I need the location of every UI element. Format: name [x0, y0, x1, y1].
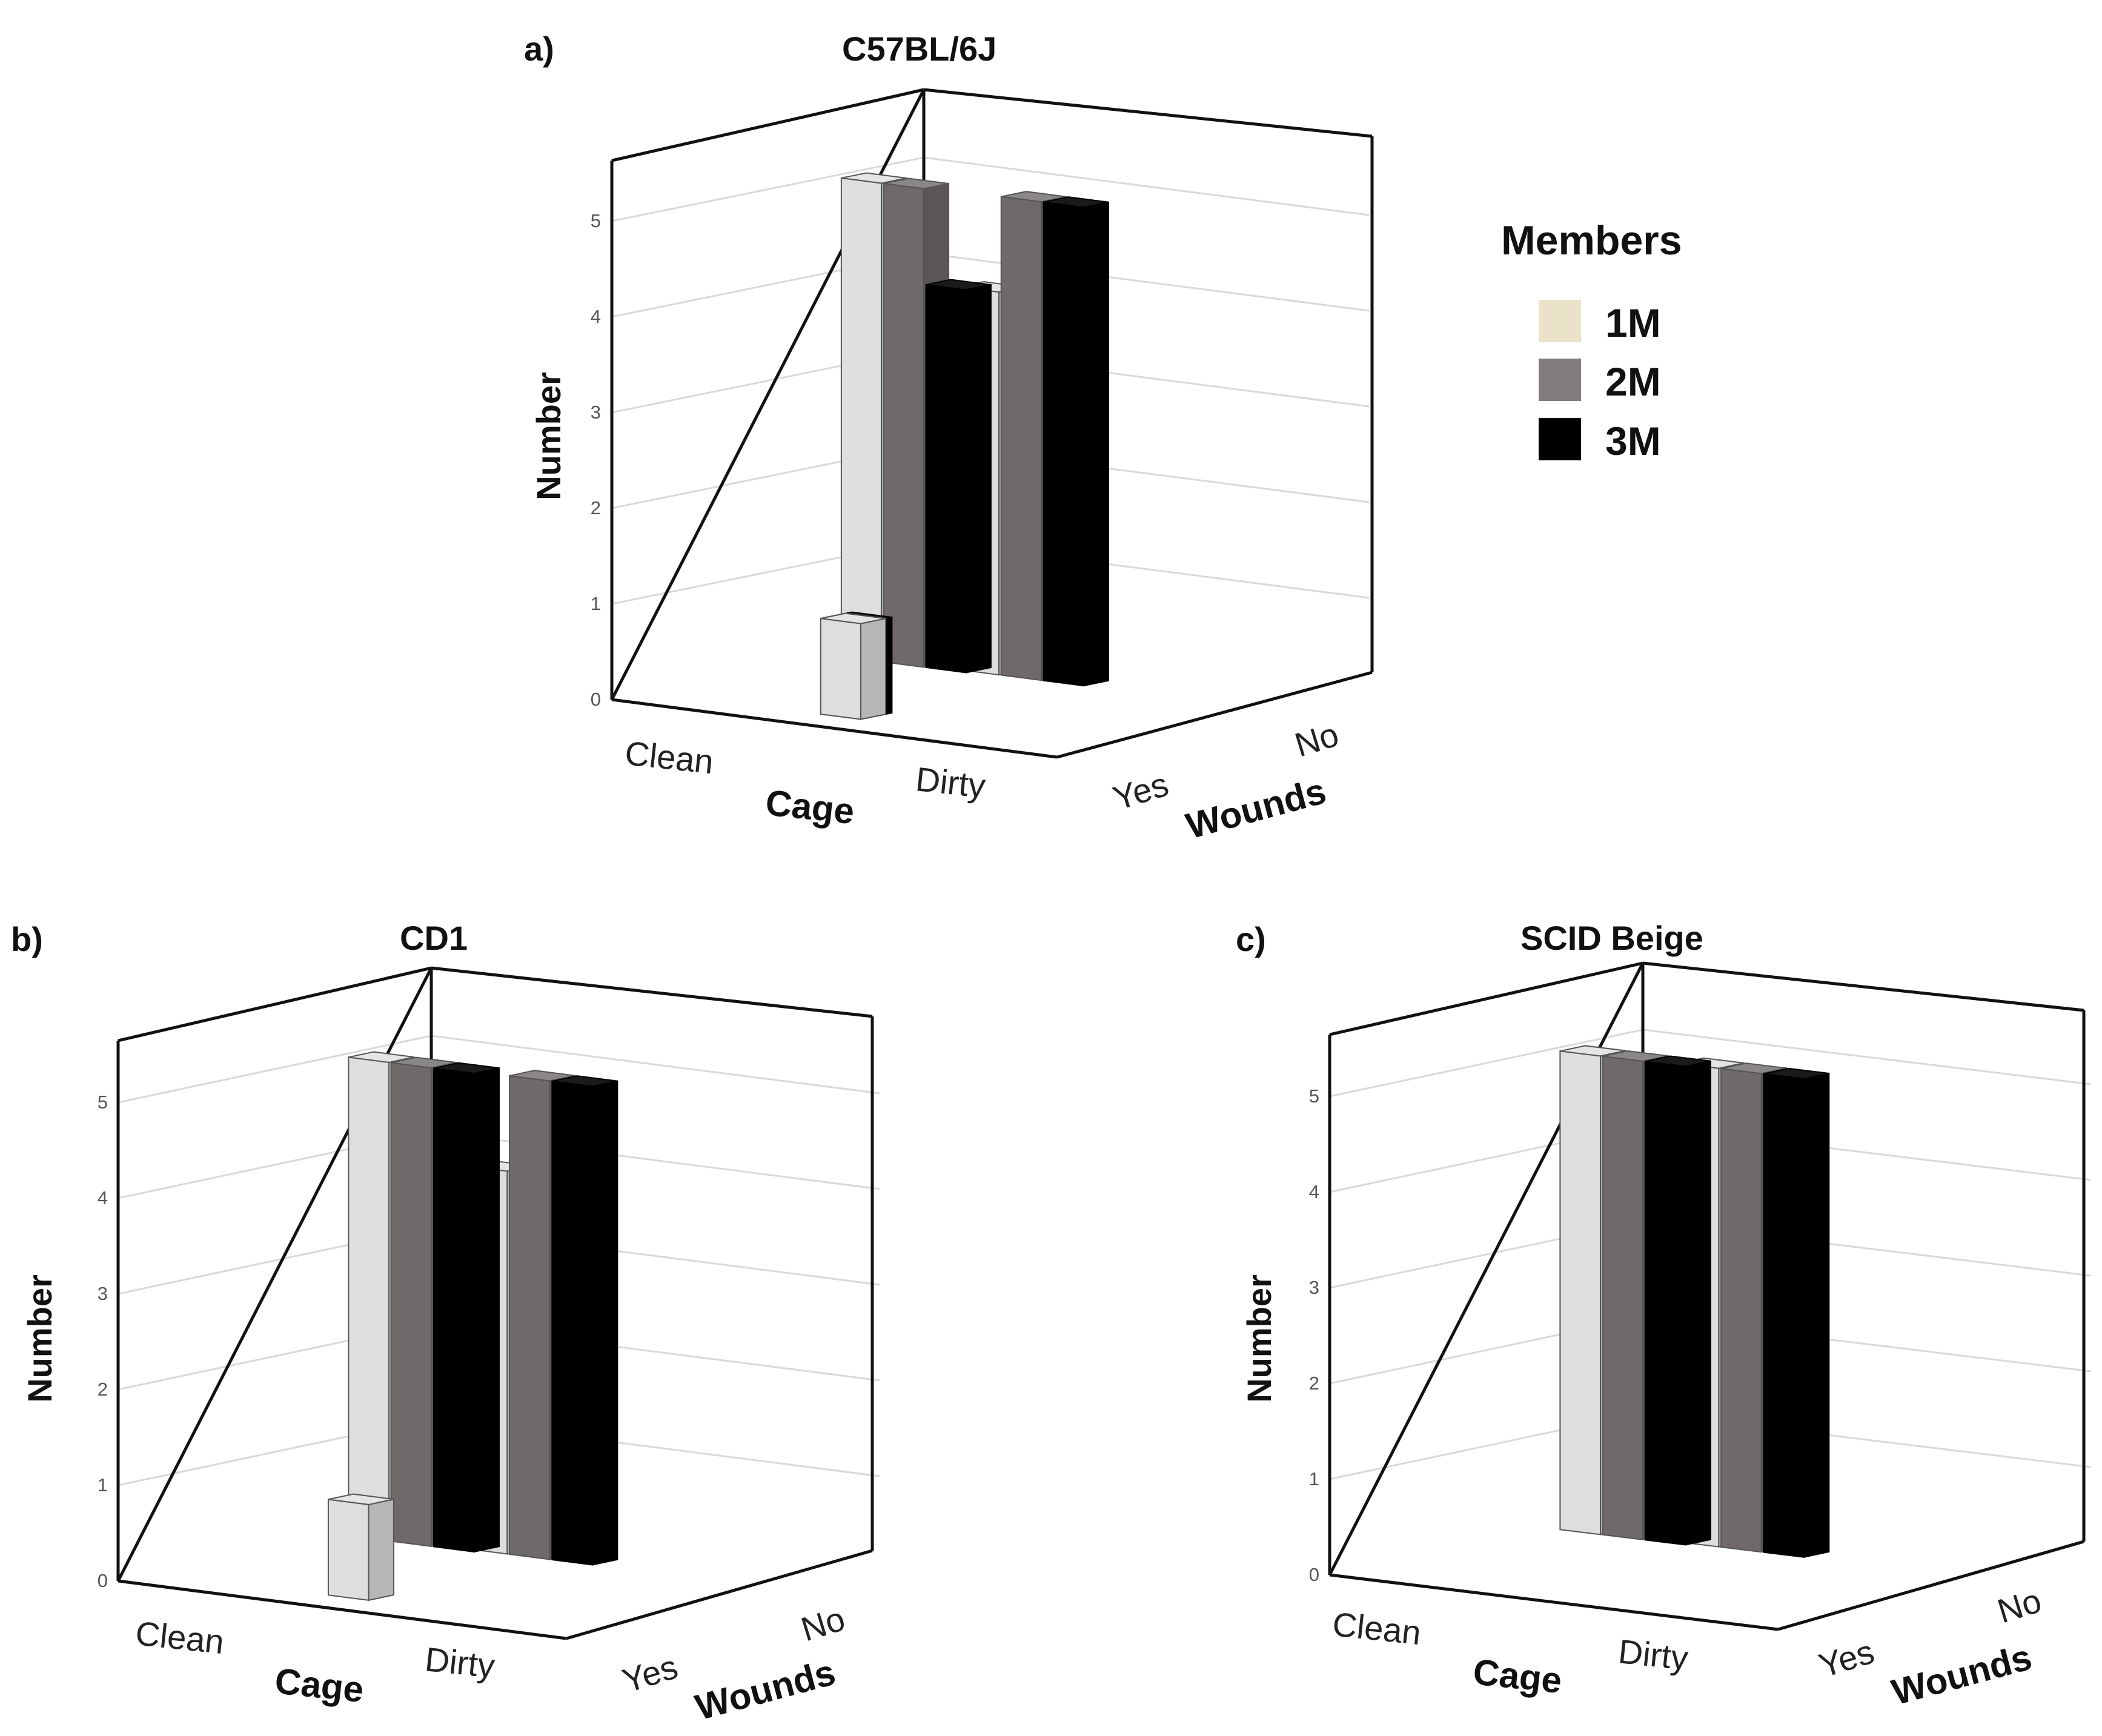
plot-box-b — [116, 966, 880, 1640]
chart-title-b: CD1 — [400, 919, 468, 957]
legend: Members 1M 2M 3M — [1501, 217, 1682, 463]
bar-3m-dirty-no — [1043, 196, 1109, 687]
y-tick-label: 2 — [98, 1379, 108, 1400]
y-tick-label: 0 — [98, 1570, 108, 1591]
gridline-back-5 — [1642, 1029, 2092, 1085]
legend-item-3m: 3M — [1539, 418, 1661, 463]
y-axis-label-c: Number — [1240, 1274, 1278, 1403]
x-category-clean-c: Clean — [1331, 1605, 1423, 1652]
bar-3m-clean-no — [925, 279, 992, 674]
legend-label-2m: 2M — [1605, 359, 1661, 404]
bar-3m-dirty-no — [551, 1075, 618, 1566]
y-tick-label: 5 — [591, 210, 601, 231]
gridline-left-5 — [611, 156, 924, 222]
y-axis-label-a: Number — [529, 372, 568, 500]
bar-1m-dirty-yes — [820, 612, 887, 720]
plot-box-c — [1328, 961, 2092, 1631]
z-category-no-c: No — [1993, 1581, 2046, 1630]
legend-title: Members — [1501, 217, 1682, 263]
y-tick-label: 4 — [591, 306, 601, 327]
gridline-back-5 — [923, 156, 1370, 216]
gridline-back-4 — [923, 252, 1370, 312]
panel-label-a: a) — [524, 30, 554, 68]
z-category-no-b: No — [797, 1599, 849, 1648]
z-category-yes-c: Yes — [1814, 1632, 1878, 1685]
gridline-left-5 — [1329, 1029, 1643, 1098]
x-category-clean-b: Clean — [134, 1614, 226, 1661]
chart-title-c: SCID Beige — [1520, 919, 1703, 957]
y-tick-label: 2 — [1309, 1373, 1319, 1394]
panel-a: a) C57BL/6J 0 1 2 3 4 5 Number Clean Dirty Ca… — [524, 30, 1374, 847]
bar-3m-clean-no — [1645, 1055, 1711, 1546]
legend-label-1m: 1M — [1605, 300, 1661, 345]
legend-swatch-3m — [1539, 418, 1581, 460]
x-axis-label-b: Cage — [273, 1660, 366, 1710]
legend-swatch-1m — [1539, 300, 1581, 342]
x-category-dirty-c: Dirty — [1617, 1632, 1690, 1677]
x-category-clean-a: Clean — [623, 734, 715, 781]
gridline-left-5 — [118, 1035, 432, 1104]
y-tick-label: 2 — [591, 497, 601, 518]
y-tick-label: 1 — [1309, 1468, 1319, 1489]
y-tick-label: 4 — [1309, 1181, 1319, 1202]
panel-label-c: c) — [1236, 920, 1266, 958]
z-axis-label-a: Wounds — [1182, 770, 1330, 847]
y-tick-label: 1 — [98, 1474, 108, 1496]
gridline-back-5 — [431, 1035, 880, 1095]
z-category-yes-b: Yes — [618, 1648, 682, 1700]
gridline-back-4 — [431, 1130, 880, 1190]
z-category-yes-a: Yes — [1109, 765, 1173, 818]
legend-item-1m: 1M — [1539, 300, 1661, 345]
y-tick-label: 1 — [591, 593, 601, 614]
y-tick-label: 3 — [1309, 1277, 1319, 1298]
y-axis-label-b: Number — [21, 1274, 59, 1403]
legend-label-3m: 3M — [1605, 419, 1661, 463]
bar-3m-dirty-no — [1763, 1067, 1830, 1558]
y-tick-label: 5 — [98, 1092, 108, 1113]
y-tick-label: 0 — [1309, 1564, 1319, 1585]
x-axis-label-a: Cage — [764, 782, 857, 832]
legend-item-2m: 2M — [1539, 359, 1661, 404]
y-tick-label: 4 — [98, 1187, 108, 1208]
bar-1m-dirty-yes — [327, 1493, 394, 1602]
legend-swatch-2m — [1539, 359, 1581, 401]
chart-title-a: C57BL/6J — [842, 30, 996, 68]
x-axis-label-c: Cage — [1471, 1651, 1564, 1701]
z-category-no-a: No — [1290, 715, 1343, 764]
y-tick-label: 3 — [98, 1283, 108, 1304]
bar-3m-clean-no — [433, 1062, 500, 1553]
panel-label-b: b) — [11, 920, 43, 958]
y-tick-label: 0 — [591, 689, 601, 710]
y-tick-label: 3 — [591, 402, 601, 423]
z-axis-label-c: Wounds — [1888, 1637, 2036, 1713]
y-tick-label: 5 — [1309, 1085, 1319, 1107]
panel-b: b) CD1 0 1 2 3 4 5 Number Clean Dirty Cage Ye… — [11, 919, 880, 1728]
z-axis-label-b: Wounds — [691, 1652, 840, 1728]
x-category-dirty-b: Dirty — [423, 1640, 497, 1685]
x-category-dirty-a: Dirty — [914, 760, 987, 805]
